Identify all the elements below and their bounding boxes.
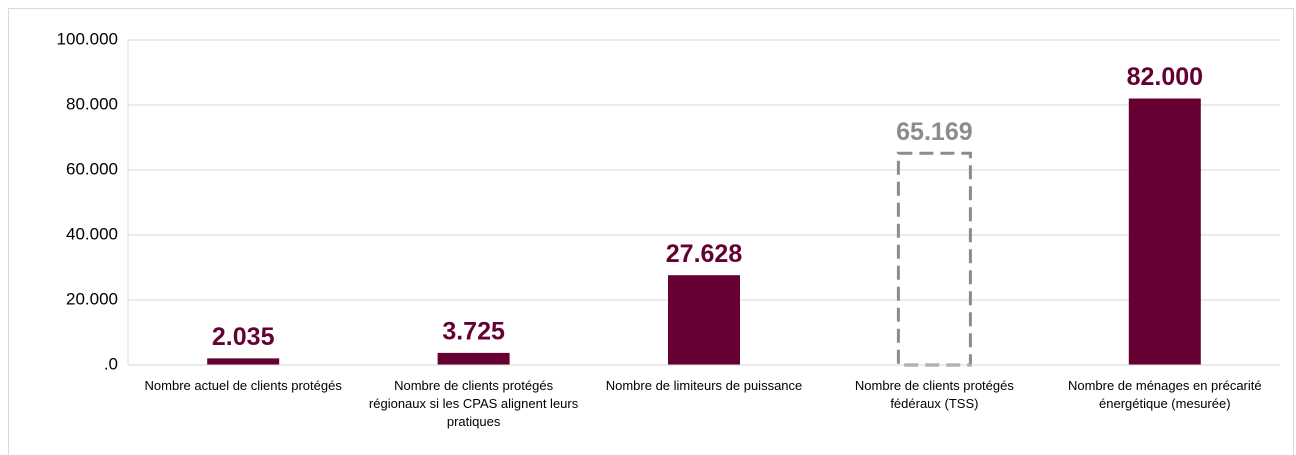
y-tick-label: .0	[104, 354, 118, 373]
bar	[207, 358, 280, 365]
data-label: 3.725	[442, 318, 505, 346]
y-tick-label: 60.000	[66, 159, 118, 178]
data-label: 2.035	[212, 323, 275, 351]
bar	[896, 151, 972, 367]
bar	[668, 275, 740, 365]
data-label: 65.169	[896, 118, 972, 146]
chart-border	[8, 8, 1294, 455]
bar	[1128, 98, 1201, 365]
data-label: 82.000	[1127, 63, 1203, 91]
y-tick-label: 80.000	[66, 94, 118, 113]
bar	[437, 352, 510, 365]
x-tick-label: Nombre de limiteurs de puissance	[605, 378, 803, 393]
y-tick-label: 40.000	[66, 224, 118, 243]
x-tick-label: Nombre de clients protégés fédéraux (TSS…	[854, 378, 1014, 411]
y-tick-label: 20.000	[66, 289, 118, 308]
x-tick-label: Nombre de ménages en précarité énergétiq…	[1067, 378, 1262, 411]
data-label: 27.628	[666, 240, 743, 268]
x-tick-label: Nombre de clients protégés régionaux si …	[368, 378, 579, 429]
y-tick-label: 100.000	[57, 29, 118, 48]
x-tick-label: Nombre actuel de clients protégés	[144, 378, 342, 393]
